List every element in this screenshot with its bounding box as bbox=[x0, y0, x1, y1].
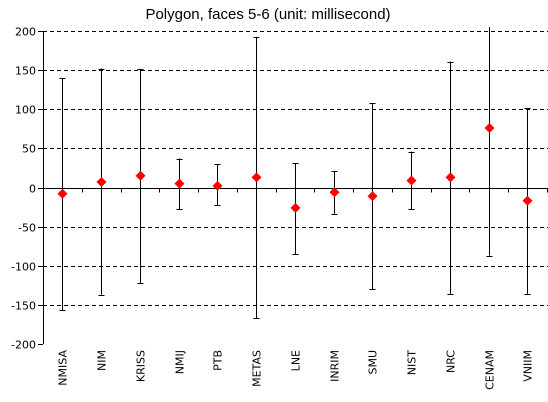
x-tick-label-nist: NIST bbox=[406, 350, 419, 375]
x-tick-label-vniim: VNIIM bbox=[522, 350, 535, 382]
x-tick-label-inrim: INRIM bbox=[329, 350, 342, 382]
data-point-vniim bbox=[522, 195, 533, 206]
data-point-ptb bbox=[212, 180, 223, 191]
data-point-nrc bbox=[445, 172, 456, 183]
x-tick-label-nim: NIM bbox=[96, 350, 109, 371]
x-tick-label-nrc: NRC bbox=[445, 350, 458, 373]
y-tick-label-3: 50 bbox=[22, 143, 36, 156]
y-tick-label-2: 100 bbox=[15, 104, 36, 117]
data-point-smu bbox=[367, 191, 378, 202]
x-tick-label-cenam: CENAM bbox=[484, 350, 497, 390]
data-point-inrim bbox=[329, 187, 340, 198]
data-point-nist bbox=[406, 175, 417, 186]
x-tick-label-lne: LNE bbox=[290, 350, 303, 371]
data-point-metas bbox=[251, 172, 262, 183]
y-tick-label-6: -100 bbox=[11, 261, 36, 274]
x-tick-label-metas: METAS bbox=[251, 350, 264, 387]
data-point-nim bbox=[96, 177, 107, 188]
y-tick-label-8: -200 bbox=[11, 339, 36, 352]
x-tick-label-smu: SMU bbox=[367, 350, 380, 375]
y-tick-label-4: 0 bbox=[29, 183, 36, 196]
data-point-nmij bbox=[174, 178, 185, 189]
y-tick-label-7: -150 bbox=[11, 300, 36, 313]
y-tick-label-1: 150 bbox=[15, 65, 36, 78]
data-point-cenam bbox=[484, 123, 495, 134]
x-tick-label-ptb: PTB bbox=[212, 350, 225, 371]
x-tick-label-nmij: NMIJ bbox=[174, 350, 187, 374]
x-tick-label-kriss: KRISS bbox=[135, 350, 148, 382]
data-point-lne bbox=[290, 202, 301, 213]
y-tick-label-0: 200 bbox=[15, 26, 36, 39]
y-tick-label-5: -50 bbox=[18, 222, 36, 235]
data-point-kriss bbox=[135, 170, 146, 181]
data-point-nmisa bbox=[57, 188, 68, 199]
chart-title: Polygon, faces 5-6 (unit: millisecond) bbox=[145, 6, 390, 23]
x-tick-label-nmisa: NMISA bbox=[57, 350, 70, 386]
